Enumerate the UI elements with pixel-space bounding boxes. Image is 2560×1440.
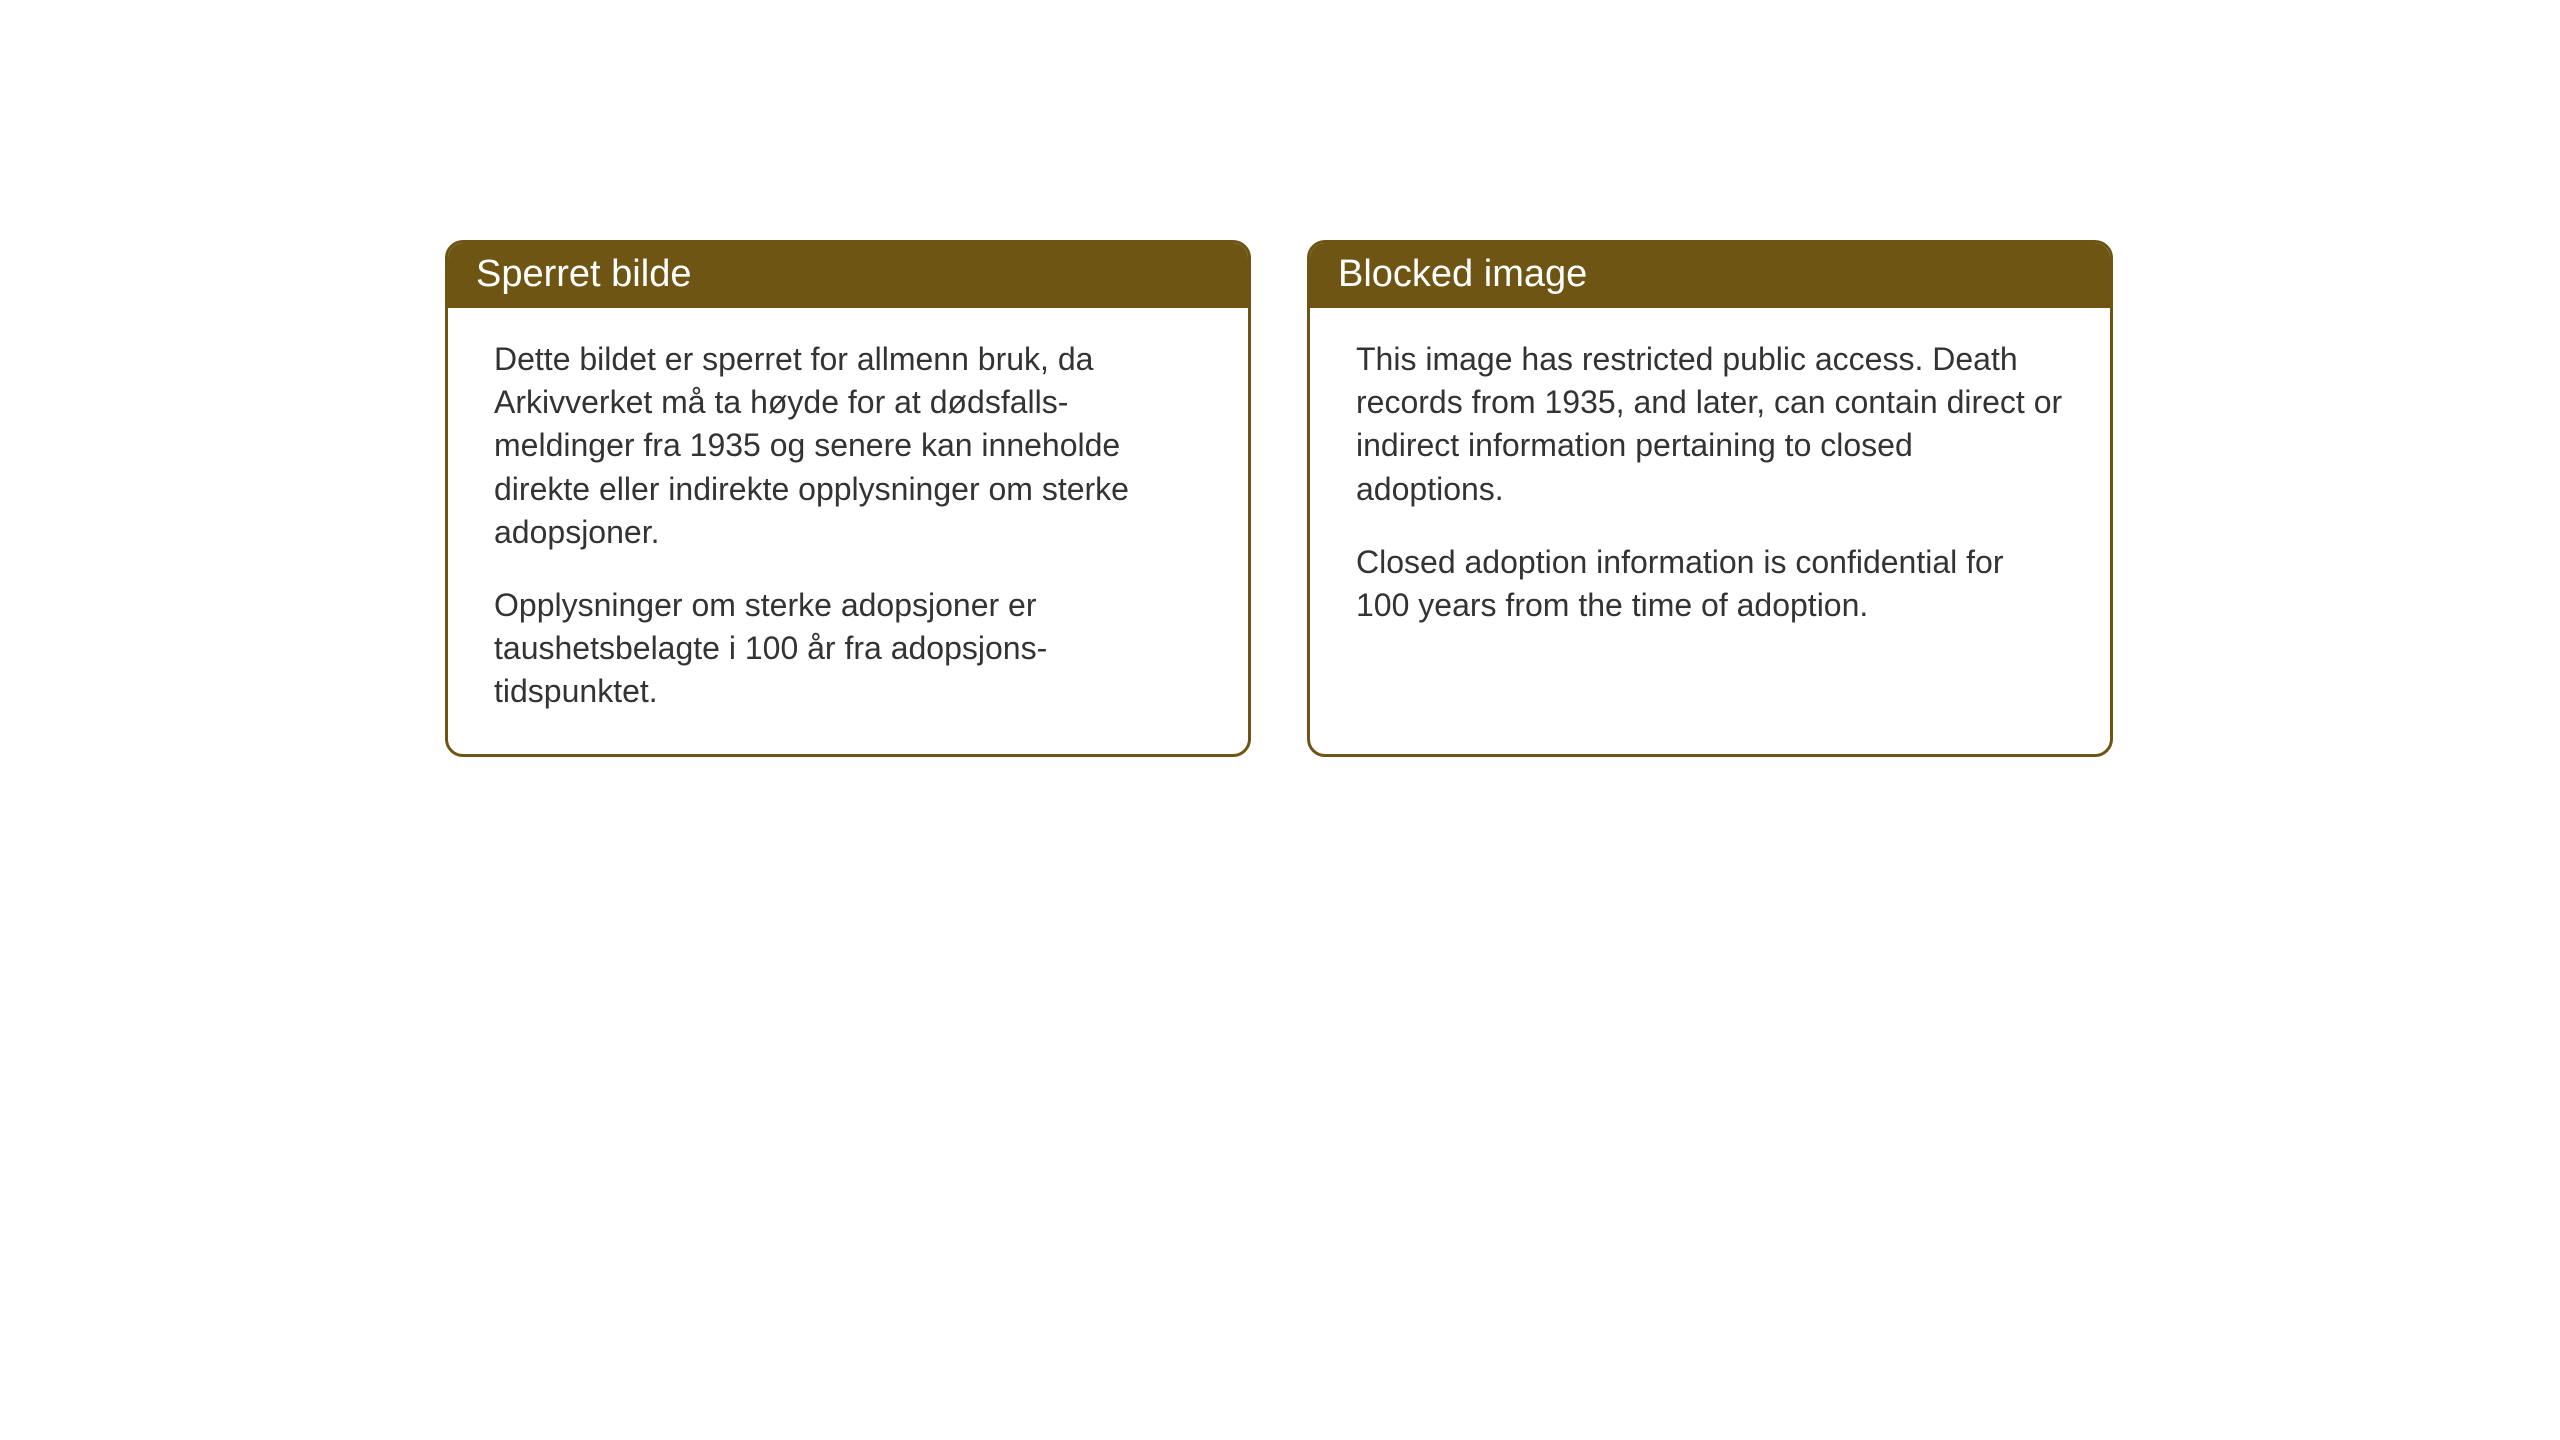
english-notice-title: Blocked image <box>1310 243 2110 308</box>
notice-container: Sperret bilde Dette bildet er sperret fo… <box>445 240 2113 757</box>
norwegian-paragraph-1: Dette bildet er sperret for allmenn bruk… <box>494 338 1202 554</box>
english-paragraph-1: This image has restricted public access.… <box>1356 338 2064 511</box>
english-paragraph-2: Closed adoption information is confident… <box>1356 541 2064 627</box>
norwegian-notice-title: Sperret bilde <box>448 243 1248 308</box>
norwegian-notice-body: Dette bildet er sperret for allmenn bruk… <box>448 308 1248 754</box>
english-notice-body: This image has restricted public access.… <box>1310 308 2110 667</box>
norwegian-notice-box: Sperret bilde Dette bildet er sperret fo… <box>445 240 1251 757</box>
english-notice-box: Blocked image This image has restricted … <box>1307 240 2113 757</box>
norwegian-paragraph-2: Opplysninger om sterke adopsjoner er tau… <box>494 584 1202 714</box>
